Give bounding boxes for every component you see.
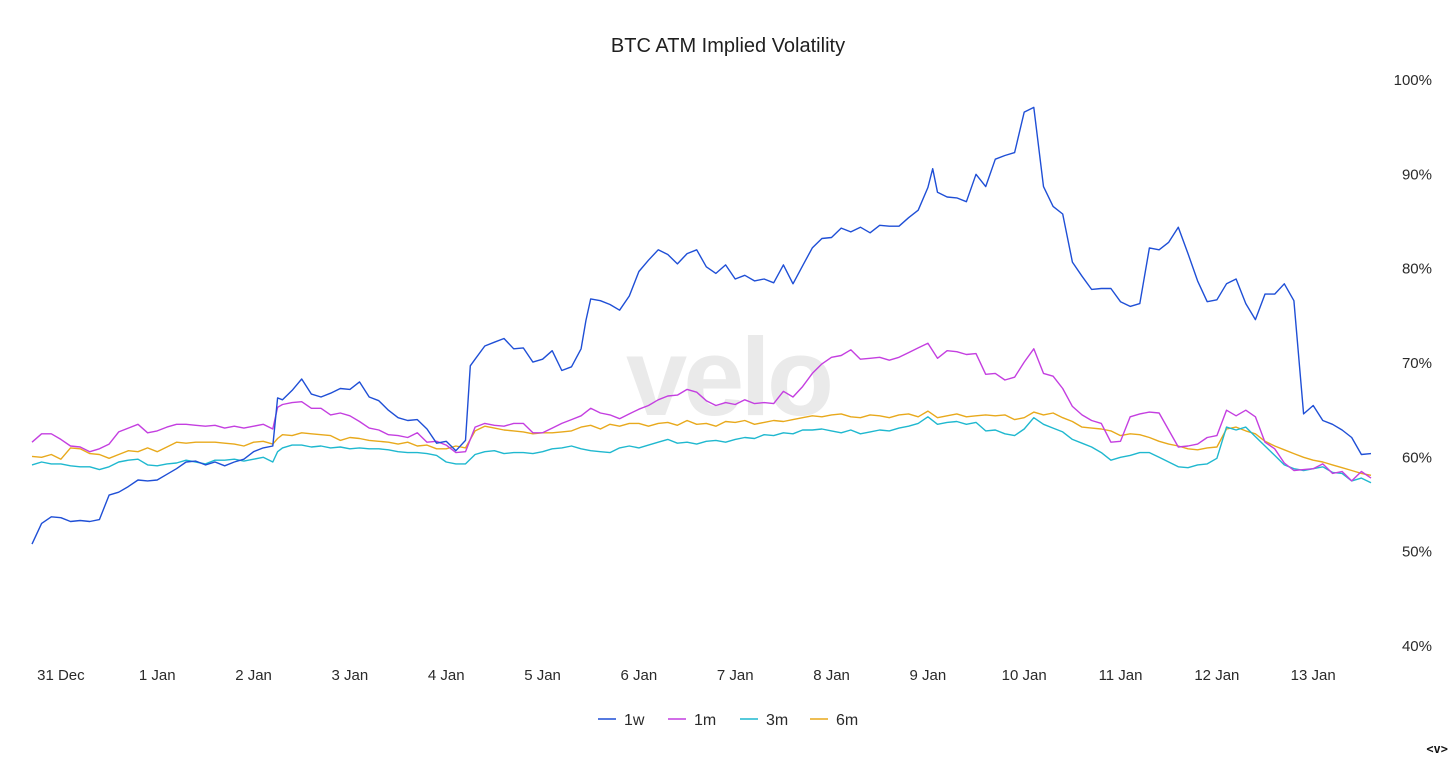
y-tick-label: 80% — [1402, 261, 1432, 278]
x-tick-label: 10 Jan — [1002, 667, 1047, 684]
x-tick-label: 8 Jan — [813, 667, 850, 684]
y-tick-label: 70% — [1402, 355, 1432, 372]
y-tick-label: 50% — [1402, 544, 1432, 561]
legend-item-3m[interactable]: 3m — [740, 712, 788, 729]
legend-item-1w[interactable]: 1w — [598, 712, 645, 729]
y-tick-label: 100% — [1394, 72, 1432, 89]
x-tick-label: 3 Jan — [332, 667, 369, 684]
plot-area — [31, 106, 1372, 545]
x-tick-label: 4 Jan — [428, 667, 465, 684]
y-axis: 40% 50% 60% 70% 80% 90% 100% — [1394, 72, 1432, 655]
x-tick-label: 7 Jan — [717, 667, 754, 684]
x-tick-label: 2 Jan — [235, 667, 272, 684]
x-tick-label: 31 Dec — [37, 667, 85, 684]
series-line-3m — [31, 416, 1372, 484]
legend-label: 1w — [624, 712, 645, 729]
y-tick-label: 90% — [1402, 166, 1432, 183]
legend-item-1m[interactable]: 1m — [668, 712, 716, 729]
legend-label: 3m — [766, 712, 788, 729]
chart-nav-control[interactable]: <v> — [1426, 742, 1448, 756]
x-tick-label: 6 Jan — [621, 667, 658, 684]
x-tick-label: 9 Jan — [910, 667, 947, 684]
x-tick-label: 12 Jan — [1194, 667, 1239, 684]
legend: 1w 1m 3m 6m — [598, 712, 858, 729]
x-tick-label: 5 Jan — [524, 667, 561, 684]
x-tick-label: 1 Jan — [139, 667, 176, 684]
y-tick-label: 40% — [1402, 638, 1432, 655]
legend-item-6m[interactable]: 6m — [810, 712, 858, 729]
chart-title: BTC ATM Implied Volatility — [611, 35, 845, 57]
y-tick-label: 60% — [1402, 449, 1432, 466]
legend-label: 6m — [836, 712, 858, 729]
x-tick-label: 11 Jan — [1099, 667, 1143, 684]
x-tick-label: 13 Jan — [1291, 667, 1336, 684]
series-line-1m — [31, 342, 1372, 482]
series-line-1w — [31, 106, 1372, 545]
series-line-6m — [31, 410, 1372, 476]
velo-watermark: velo — [626, 316, 830, 439]
x-axis: 31 Dec 1 Jan 2 Jan 3 Jan 4 Jan 5 Jan 6 Jan 7 Ja… — [37, 667, 1336, 684]
legend-label: 1m — [694, 712, 716, 729]
